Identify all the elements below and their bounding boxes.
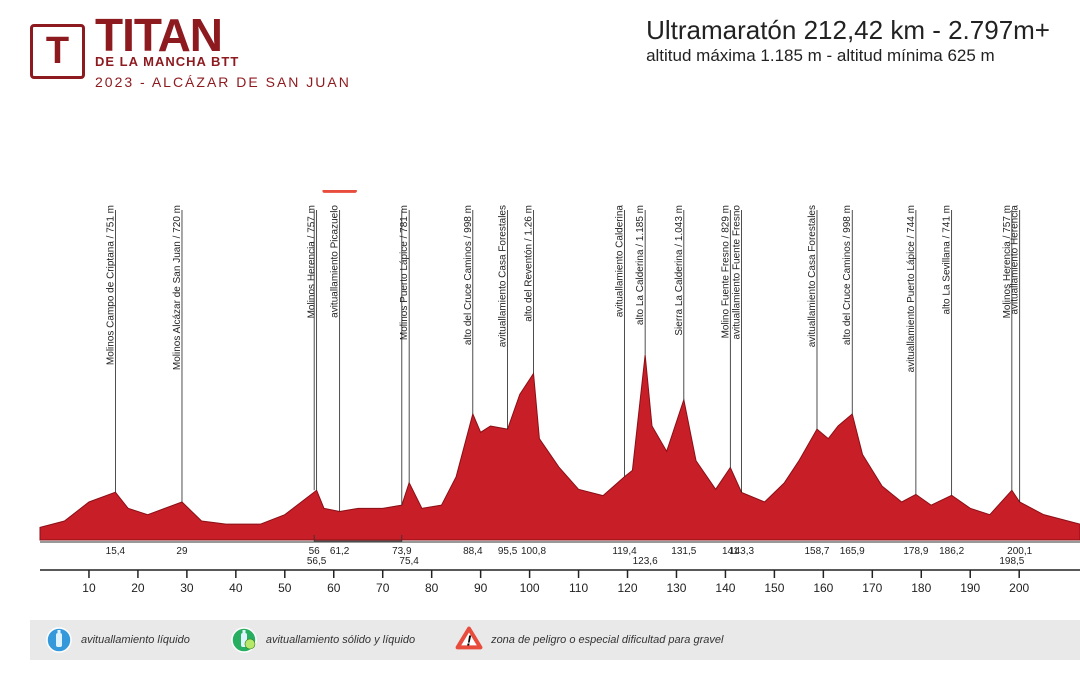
svg-text:40: 40: [229, 581, 243, 595]
svg-text:avituallamiento Fuente Fresno: avituallamiento Fuente Fresno: [732, 205, 743, 340]
svg-text:190: 190: [960, 581, 980, 595]
route-info-title: Ultramaratón 212,42 km - 2.797m+: [646, 15, 1050, 46]
svg-text:Molinos Alcázar de San Juan /: Molinos Alcázar de San Juan / 720 m: [172, 205, 183, 370]
svg-text:165,9: 165,9: [840, 546, 865, 557]
svg-text:alto del Cruce Caminos / 998 m: alto del Cruce Caminos / 998 m: [463, 205, 474, 345]
danger-icon: !: [455, 626, 483, 654]
svg-text:88,4: 88,4: [463, 546, 483, 557]
brand-title: TITAN: [95, 15, 351, 56]
svg-text:alto del Reventón / 1.26 m: alto del Reventón / 1.26 m: [524, 205, 535, 322]
svg-text:75,4: 75,4: [399, 556, 419, 567]
svg-text:180: 180: [911, 581, 931, 595]
svg-text:20: 20: [131, 581, 145, 595]
svg-text:200,1: 200,1: [1007, 546, 1032, 557]
header: TITAN DE LA MANCHA BTT 2023 - ALCÁZAR DE…: [0, 0, 1080, 89]
svg-text:avituallamiento Picazuelo: avituallamiento Picazuelo: [330, 205, 341, 318]
solid-icon: [230, 626, 258, 654]
svg-text:100: 100: [520, 581, 540, 595]
svg-text:170: 170: [862, 581, 882, 595]
svg-text:Molinos Herencia / 757 m: Molinos Herencia / 757 m: [307, 205, 318, 318]
svg-text:200: 200: [1009, 581, 1029, 595]
legend-item: ! zona de peligro o especial dificultad p…: [455, 626, 723, 654]
liquid-icon: [45, 626, 73, 654]
logo-shield-icon: [30, 24, 85, 79]
legend-label: avituallamiento líquido: [81, 634, 190, 646]
svg-text:alto La Calderina / 1.185 m: alto La Calderina / 1.185 m: [635, 205, 646, 325]
svg-text:avituallamiento Casa Forestale: avituallamiento Casa Forestales: [498, 205, 509, 347]
svg-text:198,5: 198,5: [999, 556, 1024, 567]
svg-text:130: 130: [666, 581, 686, 595]
legend-item: avituallamiento líquido: [45, 626, 190, 654]
svg-text:30: 30: [180, 581, 194, 595]
svg-text:90: 90: [474, 581, 488, 595]
svg-text:29: 29: [176, 546, 188, 557]
svg-text:70: 70: [376, 581, 390, 595]
svg-text:15,4: 15,4: [106, 546, 126, 557]
svg-text:56,5: 56,5: [307, 556, 327, 567]
svg-text:160: 160: [813, 581, 833, 595]
svg-text:95,5: 95,5: [498, 546, 518, 557]
legend-label: zona de peligro o especial dificultad pa…: [491, 634, 723, 646]
svg-text:100,8: 100,8: [521, 546, 546, 557]
svg-text:131,5: 131,5: [671, 546, 696, 557]
svg-text:10: 10: [82, 581, 96, 595]
svg-text:Sierra La Calderina / 1.043 m: Sierra La Calderina / 1.043 m: [674, 205, 685, 336]
svg-text:61,2: 61,2: [330, 546, 350, 557]
brand-subtitle-2: 2023 - ALCÁZAR DE SAN JUAN: [95, 76, 351, 89]
svg-text:Molinos Puerto Lápice / 781 m: Molinos Puerto Lápice / 781 m: [399, 205, 410, 340]
svg-text:143,3: 143,3: [729, 546, 754, 557]
svg-text:avituallamiento Herencia: avituallamiento Herencia: [1010, 205, 1021, 315]
svg-text:110: 110: [569, 581, 588, 595]
svg-text:186,2: 186,2: [939, 546, 964, 557]
logo-block: TITAN DE LA MANCHA BTT 2023 - ALCÁZAR DE…: [30, 15, 351, 89]
svg-text:80: 80: [425, 581, 439, 595]
elevation-chart: 10 20 30 40 50 60 70 80 90 100 110 120 130 140 150 160 1…: [30, 190, 1080, 610]
svg-text:!: !: [467, 633, 472, 649]
route-info: Ultramaratón 212,42 km - 2.797m+ altitud…: [646, 15, 1050, 66]
svg-text:158,7: 158,7: [804, 546, 829, 557]
svg-text:avituallamiento Casa Forestale: avituallamiento Casa Forestales: [807, 205, 818, 347]
svg-text:50: 50: [278, 581, 292, 595]
legend: avituallamiento líquido avituallamiento s…: [30, 620, 1080, 660]
legend-label: avituallamiento sólido y líquido: [266, 634, 415, 646]
svg-text:120: 120: [617, 581, 637, 595]
svg-text:150: 150: [764, 581, 784, 595]
brand-subtitle-1: DE LA MANCHA BTT: [95, 56, 351, 68]
svg-text:123,6: 123,6: [633, 556, 658, 567]
svg-text:Molinos Campo de Criptana / 75: Molinos Campo de Criptana / 751 m: [105, 205, 116, 365]
svg-text:avituallamiento Puerto Lápice: avituallamiento Puerto Lápice / 744 m: [906, 205, 917, 372]
svg-text:avituallamiento Calderina: avituallamiento Calderina: [615, 205, 626, 318]
svg-text:Molino Fuente Fresno / 829 m: Molino Fuente Fresno / 829 m: [720, 205, 731, 338]
svg-text:alto La Sevillana / 741 m: alto La Sevillana / 741 m: [942, 205, 953, 315]
svg-text:60: 60: [327, 581, 341, 595]
route-info-sub: altitud máxima 1.185 m - altitud mínima …: [646, 46, 1050, 66]
legend-item: avituallamiento sólido y líquido: [230, 626, 415, 654]
svg-text:!: !: [336, 190, 342, 193]
svg-text:140: 140: [715, 581, 735, 595]
elevation-svg: 10 20 30 40 50 60 70 80 90 100 110 120 130 140 150 160 1…: [30, 190, 1080, 610]
svg-text:alto del Cruce Caminos / 998 m: alto del Cruce Caminos / 998 m: [842, 205, 853, 345]
svg-text:178,9: 178,9: [903, 546, 928, 557]
